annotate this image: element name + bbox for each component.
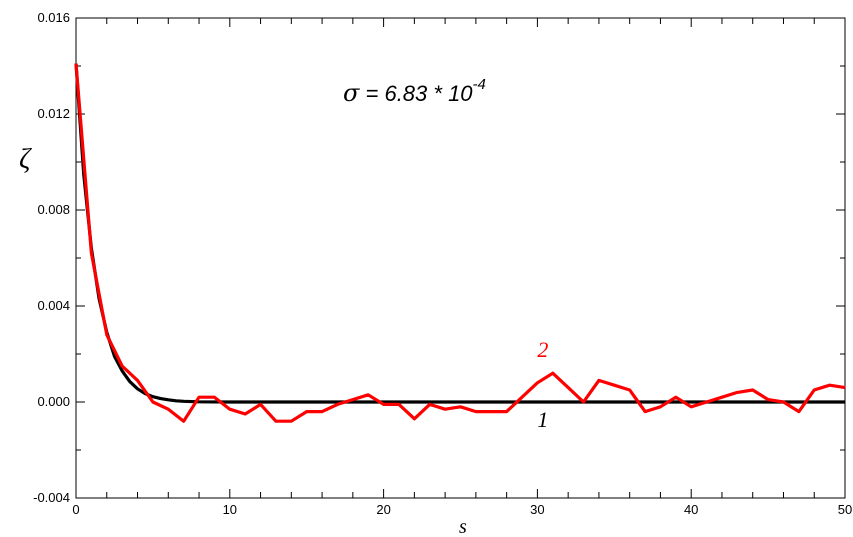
y-tick-label: 0.008 <box>37 202 70 217</box>
curve-label-2: 2 <box>537 337 548 362</box>
series-group <box>74 63 846 423</box>
y-tick-label: -0.004 <box>33 490 70 505</box>
y-axis-ticks: -0.004 0.000 0.004 0.008 0.012 0.016 <box>33 10 845 505</box>
series-1-line <box>74 63 845 404</box>
x-axis-title: s <box>459 516 467 537</box>
x-tick-label: 50 <box>838 502 852 517</box>
sigma-annotation: σ = 6.83 * 10-4 <box>343 76 486 107</box>
x-tick-label: 0 <box>72 502 79 517</box>
curve-labels: 12 <box>537 337 548 432</box>
y-tick-label: 0.012 <box>37 106 70 121</box>
y-tick-label: 0.004 <box>37 298 70 313</box>
x-tick-label: 30 <box>530 502 544 517</box>
x-axis-ticks: 0 10 20 30 40 50 <box>72 18 852 517</box>
curve-label-1: 1 <box>537 407 548 432</box>
sigma-exponent: -4 <box>473 76 486 93</box>
y-tick-label: 0.000 <box>37 394 70 409</box>
x-tick-label: 40 <box>684 502 698 517</box>
y-axis-title: ζ <box>19 144 32 175</box>
sigma-value: = 6.83 * 10 <box>359 81 473 106</box>
series-2-line <box>74 63 846 423</box>
sigma-symbol: σ <box>343 79 360 107</box>
x-tick-label: 20 <box>376 502 390 517</box>
y-tick-label: 0.016 <box>37 10 70 25</box>
x-tick-label: 10 <box>223 502 237 517</box>
